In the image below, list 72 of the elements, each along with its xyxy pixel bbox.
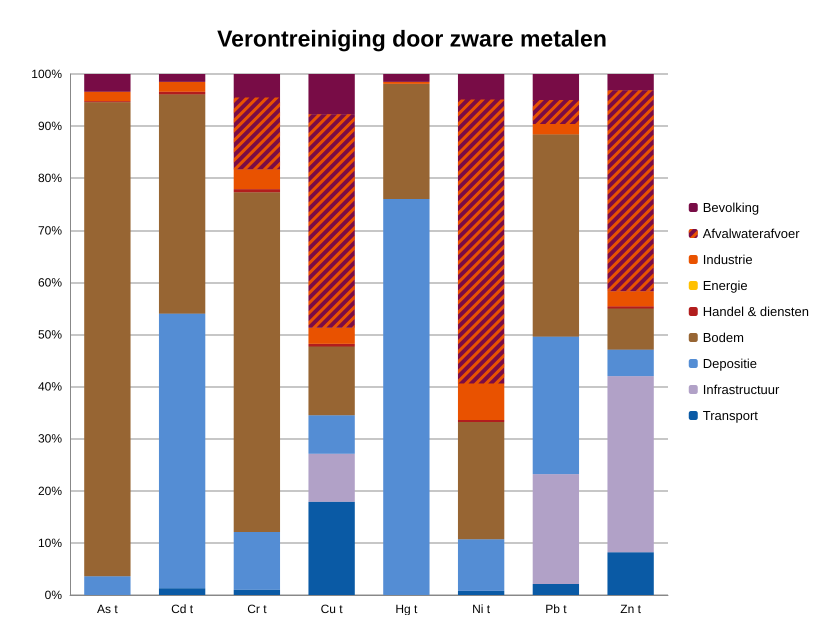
y-tick-label: 100% [31,67,62,81]
y-tick-label: 50% [38,328,62,342]
bar [308,415,355,454]
bar [308,346,355,416]
y-tick-label: 0% [44,588,62,602]
bar [308,74,355,114]
bar [458,420,504,422]
bar [607,350,654,376]
bar [84,102,131,576]
bar [458,590,504,595]
chart-title: Verontreiniging door zware metalen [217,26,607,52]
bar [607,291,654,306]
x-tick-label: Ni t [472,602,491,616]
bar [234,192,280,532]
bar [158,94,206,314]
bar [158,92,206,94]
x-tick-label: Cr t [247,602,268,616]
legend-label: Infrastructuur [702,382,780,397]
bar [532,74,580,100]
bar [84,92,131,102]
x-tick-label: Cu t [320,602,344,616]
y-tick-label: 10% [38,536,62,550]
legend-label: Afvalwaterafvoer [702,226,800,241]
legend-label: Transport [702,408,758,423]
x-tick-label: Pb t [545,602,568,616]
bar [308,328,355,344]
bar [308,454,355,502]
x-tick-label: As t [97,602,118,616]
bar [234,590,280,595]
bar [234,74,280,98]
bar [383,74,430,82]
y-tick-label: 40% [38,380,62,394]
legend-label: Energie [702,278,748,293]
bar [234,532,280,590]
y-tick-label: 60% [38,275,62,290]
bar [607,552,654,595]
y-tick-label: 30% [38,432,62,446]
bar [458,539,504,591]
bar [458,74,504,100]
y-tick-label: 80% [38,171,62,186]
y-tick-label: 20% [38,484,62,498]
bar [532,474,580,584]
legend-label: Industrie [702,252,753,267]
x-tick-label: Cd t [171,602,194,616]
bar [308,502,355,595]
bar [532,584,580,595]
bar [158,82,206,92]
legend-label: Depositie [702,356,757,371]
y-tick-label: 70% [38,223,62,238]
bar [84,576,131,595]
legend-label: Bodem [702,330,744,345]
bar [532,134,580,337]
bar [607,376,654,552]
y-tick-label: 90% [38,119,62,134]
legend-label: Handel & diensten [702,304,810,319]
bar [607,74,654,90]
bar [458,383,504,420]
bar [158,588,206,595]
x-tick-label: Zn t [620,602,642,616]
legend-label: Bevolking [702,200,760,215]
bar [383,84,430,200]
bar [84,74,131,92]
bar [532,336,580,474]
bar [158,74,206,82]
bar [532,124,580,134]
bar [158,314,206,588]
bar [607,308,654,350]
bar [383,199,430,595]
bar [458,422,504,540]
bar [234,189,280,192]
bar [308,344,355,346]
bar [234,169,280,190]
